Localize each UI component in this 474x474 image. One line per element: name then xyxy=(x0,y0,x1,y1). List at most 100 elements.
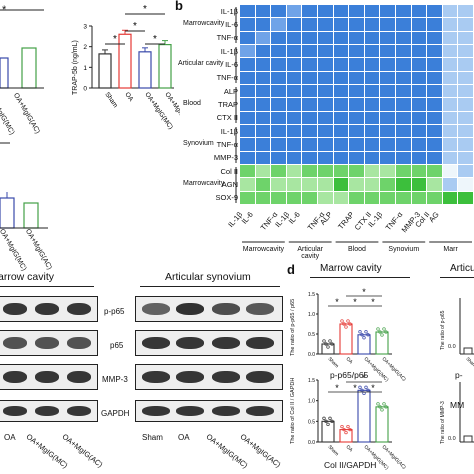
heatmap-cell xyxy=(427,18,442,31)
heatmap-cell xyxy=(302,191,317,204)
pd-top-title: p-p65/p65 xyxy=(330,370,369,380)
wb-right-title: Articular synovium xyxy=(165,271,251,283)
heatmap-cell xyxy=(380,138,395,151)
heatmap-cell xyxy=(427,31,442,44)
heatmap-cell xyxy=(302,5,317,18)
heatmap-cell xyxy=(364,58,380,71)
wb-band xyxy=(246,303,274,315)
wb-band xyxy=(35,371,59,383)
wb-right-title-line xyxy=(140,286,280,287)
trap-bar xyxy=(138,51,152,89)
pd-bottom-dot xyxy=(326,422,330,426)
wb-band xyxy=(35,406,59,416)
heatmap-cell xyxy=(380,85,395,98)
heatmap-cell xyxy=(255,85,271,98)
heatmap-col-label: TRAP xyxy=(336,210,356,232)
heatmap-cell xyxy=(255,138,271,151)
wb-band xyxy=(212,371,240,383)
wb-band xyxy=(35,337,59,349)
heatmap-cell xyxy=(411,71,427,84)
pd-bottom-dot xyxy=(376,402,380,406)
heatmap-cell xyxy=(364,138,380,151)
pd-bottom-y-tick-label: 1.5 xyxy=(308,378,315,384)
heatmap-cell xyxy=(271,85,286,98)
heatmap-cell xyxy=(411,58,427,71)
heatmap-cell xyxy=(458,45,473,58)
heatmap-cell xyxy=(286,58,302,71)
pd-top-dot xyxy=(328,339,332,343)
partial-lower-xlabel-ac: OA+MgIG(AC) xyxy=(23,228,53,272)
pd-top-dot xyxy=(360,333,364,337)
heatmap-cell xyxy=(302,138,317,151)
heatmap-cell xyxy=(240,5,255,18)
wb-band xyxy=(3,303,27,315)
heatmap-cell xyxy=(302,165,317,178)
pd-bottom-dot xyxy=(328,416,332,420)
wb-band xyxy=(142,303,170,315)
trap-sig-star: * xyxy=(153,34,157,45)
pd-top-dot xyxy=(322,339,326,343)
heatmap-cell xyxy=(255,5,271,18)
heatmap xyxy=(240,5,474,205)
heatmap-cell xyxy=(458,85,473,98)
heatmap-cell xyxy=(271,98,286,111)
heatmap-cell xyxy=(411,125,427,138)
heatmap-cell xyxy=(271,125,286,138)
heatmap-cell xyxy=(458,98,473,111)
heatmap-cell xyxy=(458,178,473,191)
pd-top-dot xyxy=(376,327,380,331)
heatmap-cell xyxy=(427,5,442,18)
trap-y-tick-label: 2 xyxy=(83,44,87,51)
heatmap-cell xyxy=(286,85,302,98)
heatmap-cell xyxy=(255,45,271,58)
heatmap-cell xyxy=(286,125,302,138)
heatmap-cell xyxy=(349,125,364,138)
panel-d-title-line xyxy=(310,277,410,278)
heatmap-cell xyxy=(364,45,380,58)
heatmap-cell xyxy=(427,111,442,124)
wb-band xyxy=(3,406,27,416)
heatmap-cell xyxy=(380,18,395,31)
pd-bottom-dot xyxy=(330,419,334,423)
pd-bottom-title: Col II/GAPDH xyxy=(324,460,377,470)
heatmap-cell xyxy=(318,151,333,164)
heatmap-cell xyxy=(302,58,317,71)
pd-bottom-bar xyxy=(357,389,371,443)
wb-band xyxy=(3,371,27,383)
wb-band xyxy=(67,337,91,349)
heatmap-cell xyxy=(240,98,255,111)
heatmap-cell xyxy=(333,31,349,44)
trap-y-tick-label: 0 xyxy=(83,86,87,93)
pd-bottom-ylabel: The ratio of Col II / GAPDH xyxy=(290,377,296,444)
heatmap-cell xyxy=(240,31,255,44)
heatmap-row-label: TNF-α xyxy=(216,33,238,43)
heatmap-cell xyxy=(442,125,458,138)
wb-band xyxy=(3,337,27,349)
wb-band xyxy=(176,303,204,315)
heatmap-cell xyxy=(333,85,349,98)
heatmap-row-label: IL-1β xyxy=(220,6,238,16)
pd-bottom-sig-star: * xyxy=(371,383,375,393)
pd-top-dot xyxy=(342,322,346,326)
pd-top-dot xyxy=(382,327,386,331)
heatmap-cell xyxy=(396,71,411,84)
heatmap-row-label: Col II xyxy=(220,166,238,176)
heatmap-cell xyxy=(364,111,380,124)
heatmap-cell xyxy=(318,125,333,138)
wb-band xyxy=(212,337,240,349)
heatmap-cell xyxy=(349,98,364,111)
heatmap-cell xyxy=(442,165,458,178)
heatmap-cell xyxy=(442,5,458,18)
pd-bottom-dot xyxy=(346,424,350,429)
wb-band xyxy=(142,337,170,349)
heatmap-cell xyxy=(255,111,271,124)
heatmap-row-label: IL-1β xyxy=(220,126,238,136)
heatmap-cell xyxy=(318,85,333,98)
heatmap-row-group-label: Marrowcavity xyxy=(183,20,225,27)
pd-bottom-y-tick-label: 1.0 xyxy=(308,399,315,405)
heatmap-cell xyxy=(271,45,286,58)
heatmap-cell xyxy=(458,191,473,204)
heatmap-cell xyxy=(349,58,364,71)
heatmap-row-label: TNF-α xyxy=(216,73,238,83)
